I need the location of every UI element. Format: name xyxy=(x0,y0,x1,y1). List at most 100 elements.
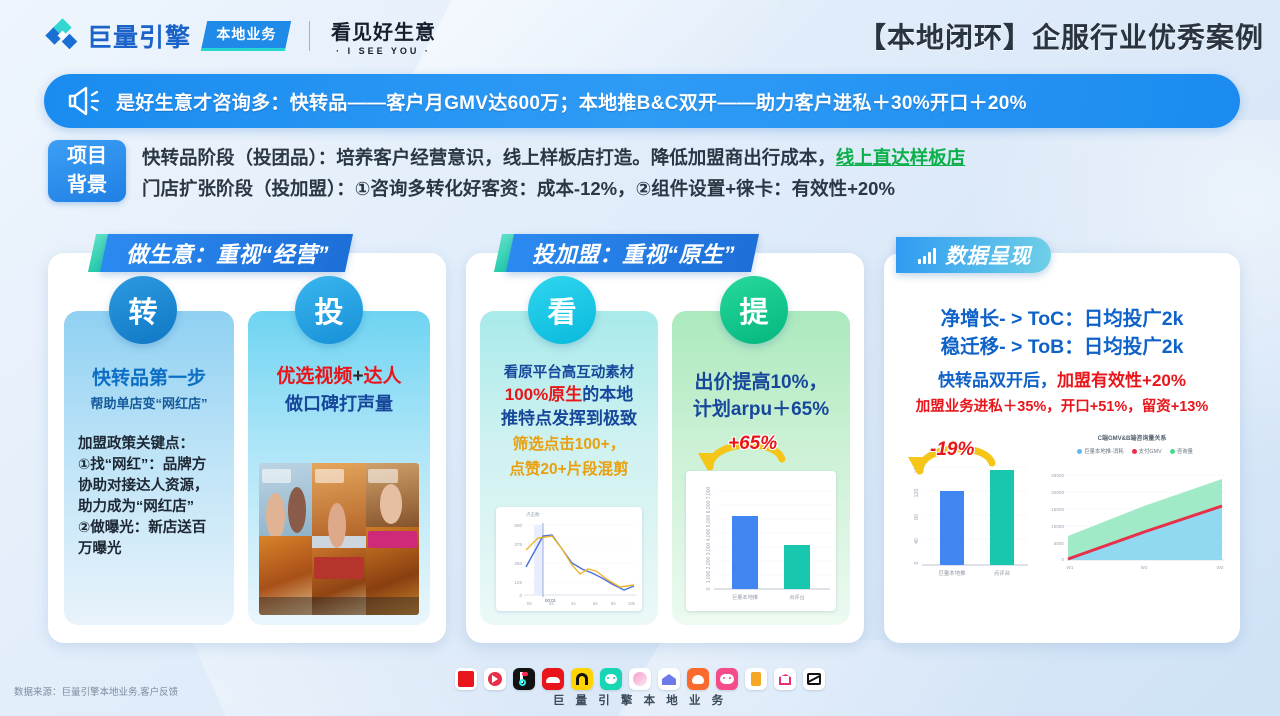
svg-text:0s: 0s xyxy=(527,601,532,606)
panel-tou-title-plus: + xyxy=(352,366,364,387)
svg-text:2s: 2s xyxy=(549,601,554,606)
svg-text:0: 0 xyxy=(914,561,920,564)
badge-kan: 看 xyxy=(528,276,596,344)
brand-name: 巨量引擎 xyxy=(87,24,192,52)
svg-text:10s: 10s xyxy=(628,601,636,606)
svg-text:0: 0 xyxy=(1061,557,1064,562)
background-line-1: 快转品阶段（投团品）：培养客户经营意识，线上样板店打造。降低加盟商出行成本，线上… xyxy=(142,142,965,173)
footer-brand-text: 巨 量 引 擎 本 地 业 务 xyxy=(552,695,728,707)
svg-text:0: 0 xyxy=(519,593,522,598)
chart-gmv-consult: C端GMV&B端咨询量关系 巨量本地推-消耗 支付GMV 咨询量 xyxy=(1034,431,1230,593)
chart-cost-compare: 160 120 80 40 0 巨量本地推 点评台 xyxy=(898,443,1034,591)
svg-text:8s: 8s xyxy=(611,601,616,606)
svg-text:6,000: 6,000 xyxy=(706,501,712,514)
card-tab-mid: 投加盟：重视“原生” xyxy=(505,234,760,272)
panel-kan-line3-text: 推特点发挥到极致 xyxy=(501,409,637,428)
fangchan-icon xyxy=(658,668,680,690)
panel-kan-line2-red: 100%原生 xyxy=(504,385,583,404)
zhuhao-icon xyxy=(745,668,767,690)
data-line-2: 稳迁移- > ToB：日均投广2k xyxy=(940,336,1184,358)
brand-divider xyxy=(309,21,311,51)
juliang-logo-icon xyxy=(45,18,78,51)
faceu-icon xyxy=(716,668,738,690)
collage-cell xyxy=(312,463,366,615)
svg-text:120: 120 xyxy=(914,489,920,498)
svg-text:10000: 10000 xyxy=(1051,524,1064,529)
curved-arrow-up-icon xyxy=(698,441,786,471)
footer-bar: 数据来源：巨量引擎本地业务,客户反馈 xyxy=(0,656,1280,716)
label-line-1: 项目 xyxy=(67,145,107,167)
chart-interaction-ylabel: 点击数 xyxy=(526,512,540,517)
svg-text:7,000: 7,000 xyxy=(706,487,712,500)
badge-ti: 提 xyxy=(720,276,788,344)
panel-zhuan-title: 快转品第一步 xyxy=(91,368,206,389)
megaphone-icon xyxy=(66,84,104,118)
data-line-1: 净增长- > ToC：日均投广2k xyxy=(940,308,1184,330)
panel-tou-title-part2: 达人 xyxy=(363,366,402,387)
legend-swatch xyxy=(1077,448,1083,454)
brand-pill: 本地业务 xyxy=(200,21,292,51)
card-tab-mid-label: 投加盟：重视“原生” xyxy=(532,242,736,267)
svg-text:5,000: 5,000 xyxy=(706,515,712,528)
svg-text:40: 40 xyxy=(914,538,920,544)
card-business-operation: 做生意：重视“经营” 快转品第一步 帮助单店变“网红店” 加盟政策关键点： ①找… xyxy=(48,234,446,643)
slogan-main: 看见好生意 xyxy=(331,22,437,44)
panel-ti-line1: 出价提高10%， xyxy=(694,372,828,393)
svg-text:点评台: 点评台 xyxy=(994,569,1010,577)
panel-kan: 看原平台高互动素材 100%原生的本地 推特点发挥到极致 筛选点击100+， 点… xyxy=(480,311,658,625)
headline-banner: 是好生意才咨询多：快转品——客户月GMV达600万；本地推B&C双开——助力客户… xyxy=(44,74,1240,128)
badge-zhuan: 转 xyxy=(109,276,177,344)
collage-cell xyxy=(259,463,313,615)
jianying-icon xyxy=(803,668,825,690)
background-line-1-highlight: 线上直达样板店 xyxy=(835,147,966,168)
panel-tou: 优选视频+达人 做口碑打声量 xyxy=(248,311,430,625)
background-line-2: 门店扩张阶段（投加盟）：①咨询多转化好客资：成本-12%，②组件设置+徕卡：有效… xyxy=(142,178,895,199)
svg-text:15000: 15000 xyxy=(1051,507,1064,512)
badge-tou: 投 xyxy=(295,276,363,344)
svg-text:6s: 6s xyxy=(593,601,598,606)
svg-text:20000: 20000 xyxy=(1051,490,1064,495)
svg-text:25000: 25000 xyxy=(1051,473,1064,478)
svg-text:W2: W2 xyxy=(1141,565,1148,570)
dongchedi-icon xyxy=(542,668,564,690)
svg-text:500: 500 xyxy=(514,523,522,528)
brand-lockup: 巨量引擎 本地业务 看见好生意 · I SEE YOU · xyxy=(45,16,436,56)
card-tab-left: 做生意：重视“经营” xyxy=(99,234,354,272)
toutiao-mini-icon xyxy=(687,668,709,690)
panel-tou-title-part1: 优选视频 xyxy=(276,366,353,387)
panel-kan-line4: 筛选点击100+， xyxy=(512,436,626,453)
app-family-icons xyxy=(455,668,825,690)
svg-text:1,000: 1,000 xyxy=(706,571,712,584)
label-line-2: 背景 xyxy=(67,174,107,196)
data-line-3: 快转品双开后，加盟有效性+20% xyxy=(884,366,1240,391)
annotation-arpu-lift: +65% xyxy=(728,433,778,454)
card-tab-right: 数据呈现 xyxy=(896,237,1051,273)
panel-kan-line5: 点赞20+片段混剪 xyxy=(509,461,629,478)
banner-text: 是好生意才咨询多：快转品——客户月GMV达600万；本地推B&C双开——助力客户… xyxy=(116,92,1027,114)
panel-zhuan: 快转品第一步 帮助单店变“网红店” 加盟政策关键点： ①找“网红”：品牌方协助对… xyxy=(64,311,234,625)
svg-text:巨量本地推: 巨量本地推 xyxy=(939,569,967,577)
fangtianxia-icon xyxy=(774,668,796,690)
brand-pill-label: 本地业务 xyxy=(216,26,277,42)
legend-swatch xyxy=(1131,448,1137,454)
svg-text:W3: W3 xyxy=(1217,565,1224,570)
svg-text:125: 125 xyxy=(514,580,522,585)
panel-zhuan-body: 加盟政策关键点： ①找“网红”：品牌方协助对接达人资源，助力成为“网红店” ②做… xyxy=(78,436,209,557)
panel-zhuan-subtitle: 帮助单店变“网红店” xyxy=(90,396,208,411)
project-background-row: 项目 背景 快转品阶段（投团品）：培养客户经营意识，线上样板店打造。降低加盟商出… xyxy=(48,140,1238,212)
data-line-3-blue: 快转品双开后， xyxy=(938,371,1058,390)
svg-text:点评台: 点评台 xyxy=(789,593,805,601)
legend-label: 巨量本地推-消耗 xyxy=(1084,449,1124,455)
card-data-presentation: 数据呈现 净增长- > ToC：日均投广2k 稳迁移- > ToB：日均投广2k… xyxy=(884,237,1240,643)
svg-text:4,000: 4,000 xyxy=(706,529,712,542)
momoyu-icon xyxy=(629,668,651,690)
legend-item: 巨量本地推-消耗 xyxy=(1077,447,1124,455)
chart-gmv-consult-legend: 巨量本地推-消耗 支付GMV 咨询量 xyxy=(1040,447,1230,455)
legend-swatch xyxy=(1169,448,1175,454)
svg-text:W1: W1 xyxy=(1067,565,1074,570)
slogan-sub: · I SEE YOU · xyxy=(336,46,431,56)
brand-slogan: 看见好生意 · I SEE YOU · xyxy=(331,16,436,56)
svg-text:3,000: 3,000 xyxy=(706,543,712,556)
panel-kan-line1: 看原平台高互动素材 xyxy=(503,365,635,381)
card-tab-left-label: 做生意：重视“经营” xyxy=(126,242,330,267)
